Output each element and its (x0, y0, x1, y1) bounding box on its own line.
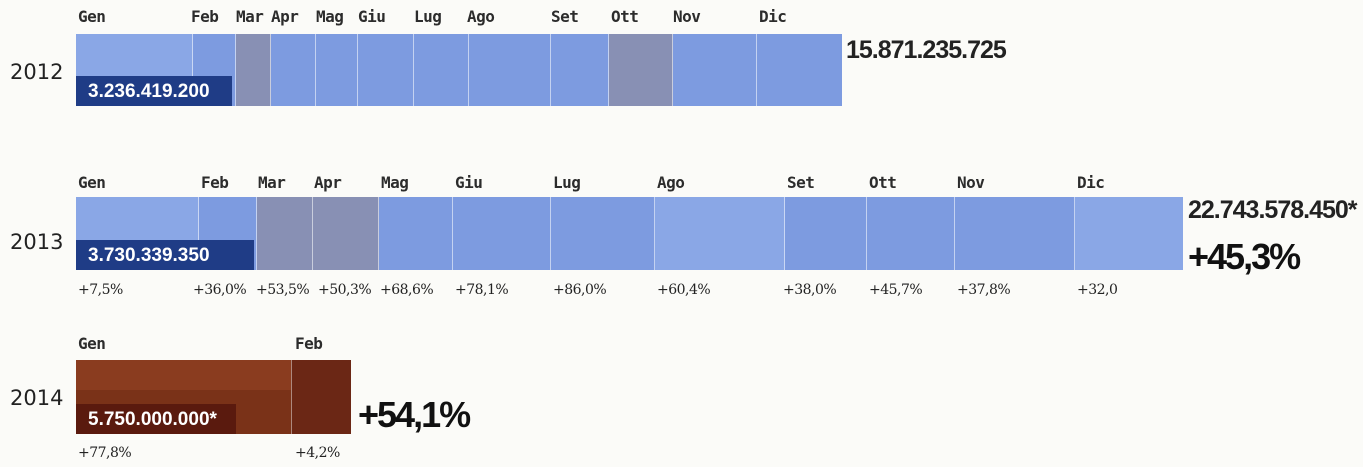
january-value-box: 3.730.339.350 (76, 240, 254, 270)
month-label: Gen (78, 334, 106, 353)
year-label-2013: 2013 (10, 230, 64, 254)
monthly-pct: +77,8% (78, 445, 132, 461)
monthly-pct: +32,0 (1077, 282, 1118, 298)
month-segment (673, 34, 757, 106)
monthly-pct: +4,2% (295, 445, 340, 461)
month-segment (257, 197, 313, 270)
month-label: Set (787, 173, 815, 192)
monthly-pct: +86,0% (553, 282, 607, 298)
month-label: Giu (358, 7, 386, 26)
month-label: Mar (258, 173, 286, 192)
january-value-box: 3.236.419.200 (76, 76, 232, 106)
month-label: Feb (201, 173, 229, 192)
month-label: Gen (78, 173, 106, 192)
month-segment (236, 34, 271, 106)
month-segment (867, 197, 955, 270)
month-label: Set (551, 7, 579, 26)
month-segment (551, 197, 655, 270)
monthly-pct: +45,7% (869, 282, 923, 298)
month-label: Ago (467, 7, 495, 26)
bar-2012: 3.236.419.200 (76, 34, 842, 106)
year-label-2014: 2014 (10, 386, 64, 410)
month-segment-feb (291, 360, 351, 434)
month-segment (551, 34, 609, 106)
monthly-pct: +38,0% (783, 282, 837, 298)
monthly-pct: +53,5% (256, 282, 310, 298)
monthly-pct: +78,1% (455, 282, 509, 298)
monthly-pct: +50,3% (318, 282, 372, 298)
total-2012: 15.871.235.725 (846, 36, 1007, 64)
month-label: Apr (314, 173, 342, 192)
month-label: Dic (1077, 173, 1105, 192)
month-segment (414, 34, 469, 106)
monthly-pct: +37,8% (957, 282, 1011, 298)
month-segment (609, 34, 673, 106)
total-2013: 22.743.578.450* (1188, 196, 1358, 224)
month-label: Nov (673, 7, 701, 26)
month-label: Apr (271, 7, 299, 26)
monthly-pct: +36,0% (193, 282, 247, 298)
month-label: Dic (759, 7, 787, 26)
month-label: Mag (316, 7, 344, 26)
month-segment (955, 197, 1075, 270)
month-label: Feb (191, 7, 219, 26)
month-segment (379, 197, 453, 270)
month-segment (655, 197, 785, 270)
month-segment (785, 197, 867, 270)
month-segment (313, 197, 379, 270)
month-segment (316, 34, 358, 106)
month-label: Ott (611, 7, 639, 26)
total-pct-2014: +54,1% (358, 394, 471, 435)
january-value-box: 5.750.000.000* (76, 404, 236, 434)
monthly-pct: +60,4% (657, 282, 711, 298)
month-label: Lug (414, 7, 442, 26)
month-segment (1075, 197, 1183, 270)
bar-2013: 3.730.339.350 (76, 197, 1183, 270)
month-label: Ago (657, 173, 685, 192)
month-label: Nov (957, 173, 985, 192)
month-label: Mar (236, 7, 264, 26)
month-label: Feb (295, 334, 323, 353)
month-label: Mag (381, 173, 409, 192)
month-label: Gen (78, 7, 106, 26)
total-pct-2013: +45,3% (1188, 236, 1301, 277)
year-label-2012: 2012 (10, 60, 64, 84)
monthly-pct: +7,5% (78, 282, 123, 298)
month-segment (271, 34, 316, 106)
month-segment (453, 197, 551, 270)
month-label: Giu (455, 173, 483, 192)
month-segment (757, 34, 842, 106)
month-label: Lug (553, 173, 581, 192)
month-segment (358, 34, 414, 106)
month-segment (469, 34, 551, 106)
bar-2014: 5.750.000.000* (76, 360, 351, 434)
month-label: Ott (869, 173, 897, 192)
monthly-pct: +68,6% (380, 282, 434, 298)
